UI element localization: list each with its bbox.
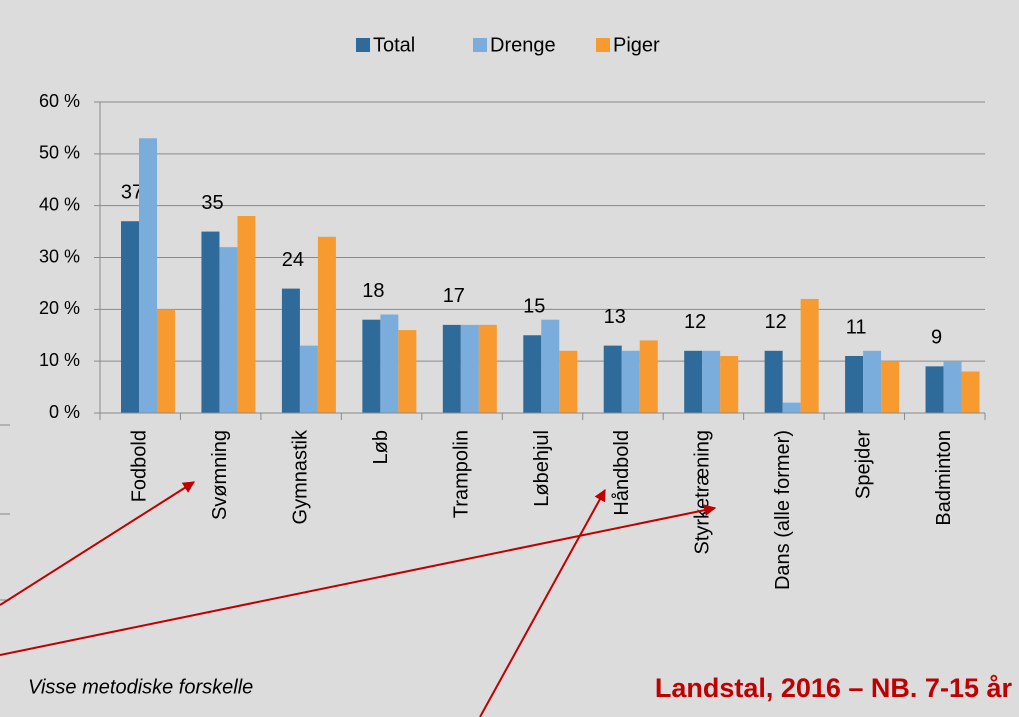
data-label: 35 [201,192,223,214]
arrow [0,481,196,606]
bar [720,355,739,413]
arrow [479,488,606,717]
y-tick-label: 0 % [49,402,80,422]
bar [442,324,461,413]
bar [961,371,980,413]
bar [478,324,497,413]
x-tick-label: Badminton [933,430,955,526]
data-label: 9 [931,327,942,349]
bar [201,231,220,413]
legend-swatch [473,38,487,52]
bar [639,340,658,413]
x-tick-label: Spejder [853,430,875,499]
data-label: 37 [121,181,143,203]
y-tick-label: 10 % [39,350,80,370]
x-tick-label: Styrketræning [692,430,714,555]
bar [460,324,479,413]
y-tick-label: 60 % [39,91,80,111]
legend-label: Piger [613,34,660,56]
bar [621,350,640,413]
legend-label: Total [373,34,415,56]
bar [219,247,238,413]
x-tick-label: Løb [370,430,392,464]
legend-swatch [596,38,610,52]
bar [782,402,801,413]
bar [362,319,381,413]
bar [764,350,783,413]
x-tick-label: Fodbold [129,430,151,502]
data-label: 13 [604,306,626,328]
arrow [0,504,717,656]
bar [317,236,336,413]
x-tick-label: Dans (alle former) [772,430,794,590]
data-label: 17 [443,285,465,307]
bar [684,350,703,413]
bar [523,335,542,413]
legend-label: Drenge [490,34,556,56]
x-tick-label: Trampolin [450,430,472,518]
bar [398,330,417,413]
data-label: 18 [362,280,384,302]
bar [380,314,399,413]
bar [943,361,962,413]
data-label: 11 [846,316,867,338]
bar [237,216,256,413]
legend-swatch [356,38,370,52]
annotation: Visse metodiske forskelle [28,676,253,698]
data-label: 12 [765,311,787,333]
y-tick-label: 20 % [39,298,80,318]
bar [121,221,139,413]
bar [541,319,560,413]
bar [800,298,819,413]
x-tick-label: Svømning [209,430,231,520]
bar [863,350,882,413]
bar [603,345,622,413]
data-label: 12 [684,311,706,333]
bar [281,288,300,413]
bar [881,361,900,413]
x-tick-label: Gymnastik [289,429,311,524]
bar [139,138,157,414]
bar [925,366,944,413]
bar [299,345,318,413]
annotation: Landstal, 2016 – NB. 7-15 år [655,673,1013,703]
data-label: 24 [282,249,304,271]
y-tick-label: 30 % [39,246,80,266]
bar [845,355,864,413]
y-tick-label: 50 % [39,143,80,163]
x-tick-label: Håndbold [611,430,633,516]
plot: 0 % 10 % 20 % 30 % 40 % 50 % 60 % Total Drenge Pi… [39,34,986,590]
data-label: 15 [523,296,545,318]
bar [157,309,175,413]
bar [559,350,578,413]
x-tick-label: Løbehjul [531,430,553,507]
y-tick-label: 40 % [39,194,80,214]
bar [702,350,721,413]
